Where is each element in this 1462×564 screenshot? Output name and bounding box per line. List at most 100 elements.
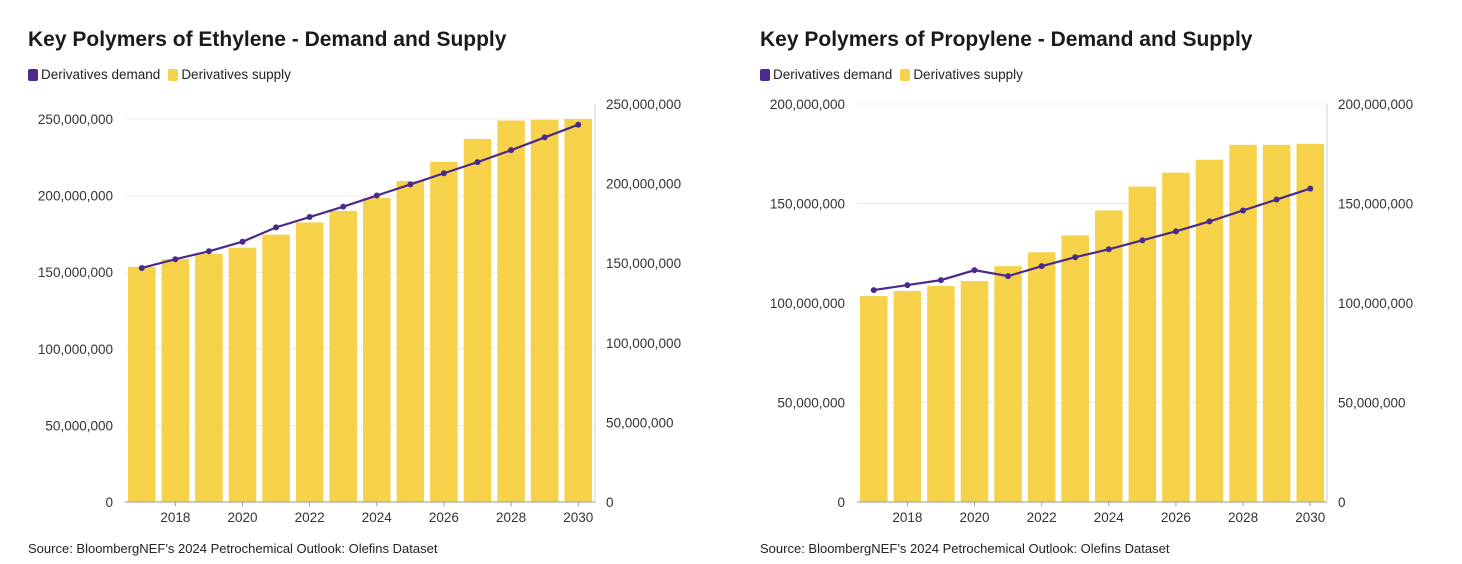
supply-bar xyxy=(1262,144,1291,503)
demand-swatch-icon xyxy=(760,68,770,81)
y-left-tick-label: 150,000,000 xyxy=(770,197,845,212)
legend-label-demand: Derivatives demand xyxy=(773,67,893,82)
supply-bar xyxy=(1229,144,1257,503)
legend-item-supply[interactable]: Derivatives supply xyxy=(168,67,291,82)
demand-point xyxy=(440,170,447,177)
demand-point xyxy=(373,192,380,199)
y-left-tick-label: 150,000,000 xyxy=(38,265,113,280)
demand-point xyxy=(1273,196,1280,203)
y-left-tick-label: 100,000,000 xyxy=(770,296,845,311)
supply-bar xyxy=(295,222,324,502)
chart-title: Key Polymers of Propylene - Demand and S… xyxy=(760,28,1253,51)
x-tick-label: 2026 xyxy=(1161,510,1191,525)
x-tick-label: 2020 xyxy=(959,510,989,525)
supply-bar xyxy=(1128,186,1157,502)
supply-bar xyxy=(396,181,425,502)
y-left-tick-label: 200,000,000 xyxy=(38,189,113,204)
y-right-tick-label: 200,000,000 xyxy=(606,177,681,192)
demand-point xyxy=(541,134,548,141)
demand-point xyxy=(205,248,212,255)
y-right-tick-label: 50,000,000 xyxy=(606,415,674,430)
chart-legend: Derivatives demand Derivatives supply xyxy=(760,67,1031,82)
demand-point xyxy=(1139,237,1146,244)
supply-bar xyxy=(262,234,290,502)
y-right-tick-label: 150,000,000 xyxy=(1338,197,1413,212)
demand-line xyxy=(141,123,579,270)
supply-bar xyxy=(1027,252,1056,502)
demand-point xyxy=(1240,207,1247,214)
x-tick-label: 2022 xyxy=(295,510,325,525)
demand-point xyxy=(508,147,515,154)
y-right-tick-label: 250,000,000 xyxy=(606,97,681,112)
supply-bar xyxy=(1095,210,1123,502)
demand-point xyxy=(1038,263,1045,270)
chart-legend: Derivatives demand Derivatives supply xyxy=(28,67,299,82)
legend-label-supply: Derivatives supply xyxy=(913,67,1023,82)
legend-item-demand[interactable]: Derivatives demand xyxy=(28,67,160,82)
x-tick-label: 2024 xyxy=(1094,510,1125,525)
demand-point xyxy=(1172,228,1179,235)
supply-bar xyxy=(530,119,559,503)
demand-point xyxy=(904,282,911,289)
y-right-tick-label: 200,000,000 xyxy=(1338,97,1413,112)
legend-item-demand[interactable]: Derivatives demand xyxy=(760,67,892,82)
supply-bar xyxy=(1296,143,1324,503)
supply-bar xyxy=(1061,235,1089,502)
supply-bar xyxy=(1195,159,1224,502)
demand-swatch-icon xyxy=(28,68,38,81)
legend-item-supply[interactable]: Derivatives supply xyxy=(900,67,1023,82)
propylene-chart-plot: 0 50,000,000 100,000,000 150,000,000 200,000… xyxy=(770,97,1413,525)
x-tick-label: 2018 xyxy=(160,510,190,525)
demand-point xyxy=(474,159,481,166)
x-tick-label: 2024 xyxy=(362,510,393,525)
x-tick-label: 2018 xyxy=(892,510,922,525)
supply-bar xyxy=(463,138,492,502)
supply-bar xyxy=(860,296,888,502)
demand-point xyxy=(407,181,414,188)
supply-bar xyxy=(497,120,525,503)
demand-point xyxy=(1307,185,1314,192)
x-tick-label: 2028 xyxy=(496,510,526,525)
legend-label-supply: Derivatives supply xyxy=(181,67,291,82)
supply-bar xyxy=(161,259,190,502)
demand-point xyxy=(1072,254,1079,261)
demand-point xyxy=(273,224,280,231)
supply-bar xyxy=(1162,172,1190,502)
supply-bar xyxy=(927,286,955,502)
y-right-tick-label: 0 xyxy=(606,495,614,510)
supply-bar xyxy=(195,253,223,502)
y-left-tick-label: 0 xyxy=(105,495,113,510)
demand-point xyxy=(138,264,145,271)
supply-swatch-icon xyxy=(168,68,179,81)
supply-bar xyxy=(564,119,592,502)
demand-point xyxy=(1105,246,1112,253)
demand-line xyxy=(873,187,1311,292)
y-left-tick-label: 200,000,000 xyxy=(770,97,845,112)
supply-bar xyxy=(430,161,458,502)
y-left-tick-label: 50,000,000 xyxy=(45,418,113,433)
chart-source: Source: BloombergNEF’s 2024 Petrochemica… xyxy=(760,541,1170,556)
supply-bar xyxy=(960,281,989,502)
demand-point xyxy=(1206,218,1213,225)
demand-point xyxy=(306,214,313,221)
demand-point xyxy=(937,277,944,284)
x-tick-label: 2020 xyxy=(227,510,257,525)
demand-point xyxy=(1005,273,1012,280)
supply-bar xyxy=(994,266,1022,502)
demand-point xyxy=(575,121,582,128)
legend-label-demand: Derivatives demand xyxy=(41,67,161,82)
ethylene-chart-plot: 0 50,000,000 100,000,000 150,000,000 200,000… xyxy=(38,97,681,525)
y-right-tick-label: 100,000,000 xyxy=(606,336,681,351)
x-tick-label: 2028 xyxy=(1228,510,1258,525)
supply-bar xyxy=(363,197,391,502)
chart-source: Source: BloombergNEF’s 2024 Petrochemica… xyxy=(28,541,438,556)
x-tick-label: 2030 xyxy=(1295,510,1325,525)
x-tick-label: 2026 xyxy=(429,510,459,525)
supply-bar xyxy=(329,210,357,503)
y-left-tick-label: 0 xyxy=(837,495,845,510)
chart-title: Key Polymers of Ethylene - Demand and Su… xyxy=(28,28,507,51)
demand-point xyxy=(971,267,978,274)
y-left-tick-label: 250,000,000 xyxy=(38,112,113,127)
demand-point xyxy=(340,203,347,210)
y-right-tick-label: 150,000,000 xyxy=(606,256,681,271)
